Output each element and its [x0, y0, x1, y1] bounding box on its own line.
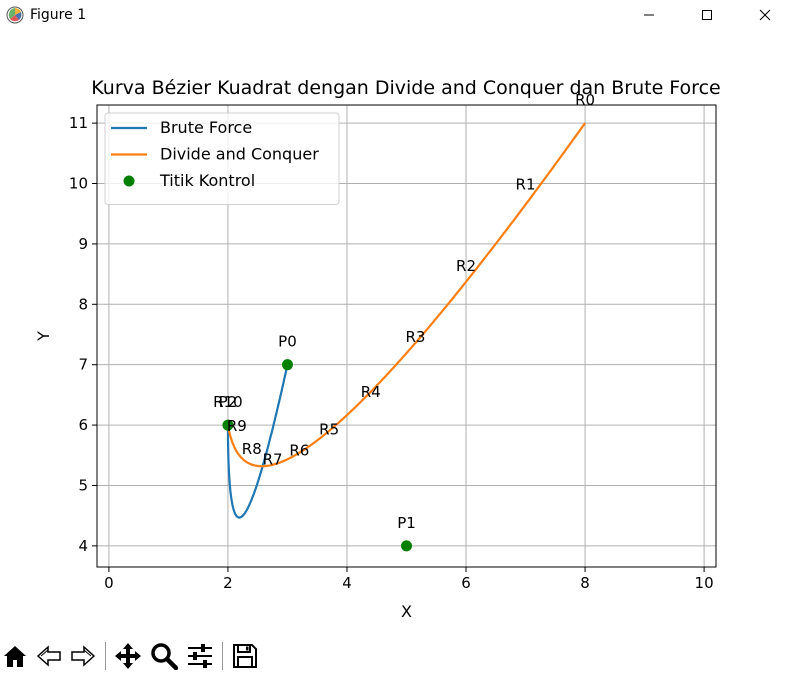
close-button[interactable] [736, 0, 791, 30]
series-layer [222, 122, 586, 552]
axes-frame [96, 104, 717, 568]
annotation-label: P2 [219, 393, 238, 411]
navigation-toolbar [0, 634, 791, 675]
maximize-icon [702, 10, 712, 20]
zoom-button[interactable] [149, 641, 179, 671]
window-title: Figure 1 [30, 7, 87, 23]
annotation-label: R5 [319, 420, 339, 438]
control-point-marker [281, 359, 293, 371]
legend-entry-label: Titik Kontrol [159, 171, 255, 190]
figure-canvas[interactable]: Kurva Bézier Kuadrat dengan Divide and C… [0, 32, 791, 632]
sliders-icon [188, 644, 212, 668]
move-icon [115, 643, 141, 669]
maximize-button[interactable] [678, 0, 736, 30]
annotation-label: R4 [361, 383, 381, 401]
annotation-label: R6 [289, 441, 309, 459]
legend-box [104, 112, 340, 205]
window-titlebar: Figure 1 [0, 0, 791, 32]
annotation-label: R9 [227, 417, 247, 435]
control-point-marker [222, 419, 234, 431]
annotation-label: R8 [242, 440, 262, 458]
y-tick-label: 10 [69, 175, 88, 193]
annotation-label: R7 [263, 450, 283, 468]
minimize-button[interactable] [620, 0, 678, 30]
y-tick-label: 5 [78, 476, 88, 494]
forward-button[interactable] [68, 641, 98, 671]
save-button[interactable] [230, 641, 260, 671]
annotation-label: R2 [456, 257, 476, 275]
annotation-label: P1 [397, 514, 416, 532]
control-point-marker [401, 540, 412, 552]
forward-arrow-icon [71, 645, 96, 667]
matplotlib-icon [6, 6, 24, 28]
x-tick-label: 6 [461, 574, 471, 592]
y-tick-label: 8 [78, 295, 88, 313]
close-icon [759, 9, 771, 21]
legend-entry-label: Brute Force [160, 118, 252, 137]
home-button[interactable] [0, 641, 30, 671]
y-tick-label: 4 [78, 537, 88, 555]
x-axis-label: X [401, 602, 412, 621]
y-tick-label: 9 [78, 235, 88, 253]
zoom-icon [151, 643, 178, 670]
annotation-label: R3 [405, 328, 425, 346]
series-line-brute-force [226, 364, 289, 519]
legend: Brute Force Divide and Conquer Titik Kontr… [104, 112, 340, 205]
back-button[interactable] [34, 641, 64, 671]
annotation-label: P0 [278, 333, 297, 351]
y-tick-label: 6 [78, 416, 88, 434]
y-tick-label: 11 [69, 114, 88, 132]
tick-layer: 0 2 4 6 8 10 4 5 6 7 8 9 10 11 [69, 114, 714, 592]
configure-subplots-button[interactable] [185, 641, 215, 671]
x-tick-label: 2 [223, 574, 233, 592]
minimize-icon [644, 14, 654, 16]
annotation-label: R10 [213, 393, 243, 411]
x-tick-label: 4 [342, 574, 352, 592]
x-tick-label: 0 [104, 574, 114, 592]
y-axis-label: Y [34, 331, 53, 342]
home-icon [4, 646, 26, 667]
series-line-divide-and-conquer [226, 122, 586, 468]
toolbar-separator [222, 642, 223, 670]
annotation-label: R1 [516, 176, 536, 194]
toolbar-separator [105, 642, 106, 670]
y-tick-label: 7 [78, 356, 88, 374]
x-tick-label: 10 [695, 574, 714, 592]
legend-entry-label: Divide and Conquer [160, 145, 319, 164]
back-arrow-icon [36, 645, 61, 667]
annotation-label: R0 [575, 91, 595, 109]
pan-button[interactable] [113, 641, 143, 671]
legend-marker [123, 175, 135, 187]
x-tick-label: 8 [580, 574, 590, 592]
save-icon [233, 644, 257, 668]
chart-title: Kurva Bézier Kuadrat dengan Divide and C… [91, 77, 720, 99]
